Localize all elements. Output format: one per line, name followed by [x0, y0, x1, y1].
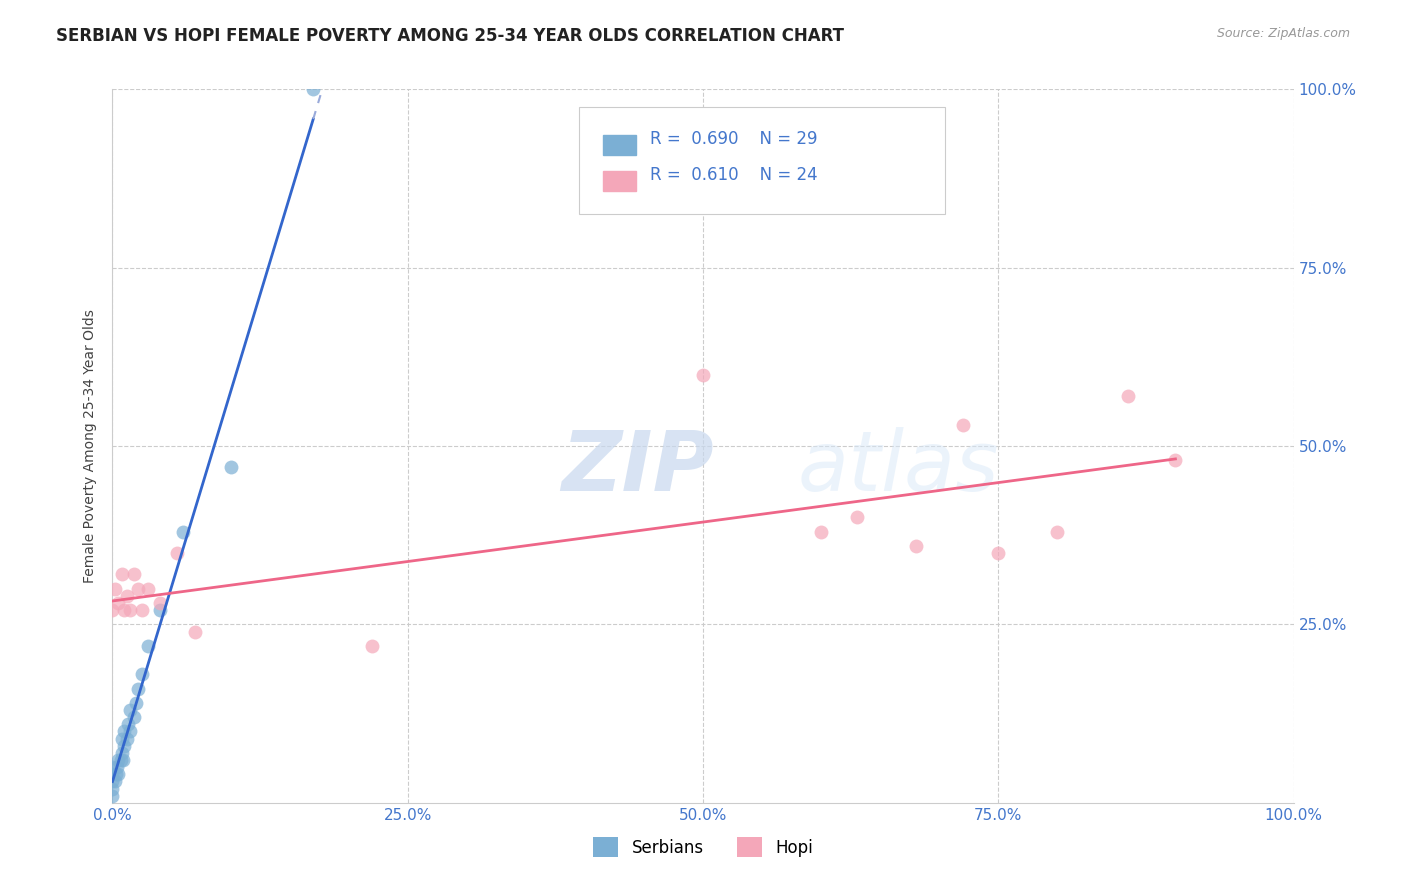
Point: [127, 582, 149, 596]
Point: [107, 767, 129, 781]
Point: [101, 789, 124, 803]
Text: Source: ZipAtlas.com: Source: ZipAtlas.com: [1216, 27, 1350, 40]
Point: [122, 567, 145, 582]
Point: [107, 753, 129, 767]
Point: [112, 753, 135, 767]
Text: ZIP: ZIP: [561, 427, 714, 508]
Point: [122, 710, 145, 724]
Point: [101, 760, 124, 774]
Point: [302, 82, 325, 96]
Point: [111, 746, 134, 760]
Point: [120, 724, 142, 739]
Point: [1116, 389, 1139, 403]
Point: [104, 774, 127, 789]
Point: [101, 603, 124, 617]
Y-axis label: Female Poverty Among 25-34 Year Olds: Female Poverty Among 25-34 Year Olds: [83, 309, 97, 583]
Point: [112, 603, 135, 617]
Point: [105, 767, 128, 781]
Text: atlas: atlas: [797, 427, 1000, 508]
Point: [1046, 524, 1069, 539]
Text: R =  0.690    N = 29: R = 0.690 N = 29: [650, 130, 817, 148]
Point: [845, 510, 868, 524]
Point: [149, 596, 172, 610]
Point: [115, 731, 138, 746]
Point: [219, 460, 242, 475]
Point: [184, 624, 207, 639]
Legend: Serbians, Hopi: Serbians, Hopi: [585, 829, 821, 866]
Point: [1164, 453, 1187, 467]
Point: [131, 667, 153, 681]
Point: [127, 681, 149, 696]
Point: [112, 739, 135, 753]
Point: [120, 703, 142, 717]
Point: [101, 781, 124, 796]
Point: [115, 589, 138, 603]
Point: [166, 546, 188, 560]
FancyBboxPatch shape: [579, 107, 945, 214]
Point: [104, 582, 127, 596]
Point: [692, 368, 714, 382]
Text: SERBIAN VS HOPI FEMALE POVERTY AMONG 25-34 YEAR OLDS CORRELATION CHART: SERBIAN VS HOPI FEMALE POVERTY AMONG 25-…: [56, 27, 844, 45]
Point: [120, 603, 142, 617]
Point: [111, 567, 134, 582]
Text: R =  0.610    N = 24: R = 0.610 N = 24: [650, 166, 817, 184]
Point: [172, 524, 194, 539]
Point: [117, 717, 139, 731]
Point: [101, 774, 124, 789]
Point: [125, 696, 148, 710]
Point: [810, 524, 832, 539]
Point: [361, 639, 384, 653]
Point: [952, 417, 974, 432]
Bar: [603, 135, 636, 155]
Point: [111, 731, 134, 746]
Point: [987, 546, 1010, 560]
Point: [107, 596, 129, 610]
Point: [101, 767, 124, 781]
Point: [105, 760, 128, 774]
Point: [136, 639, 159, 653]
Point: [110, 753, 132, 767]
Point: [136, 582, 159, 596]
Point: [904, 539, 927, 553]
Point: [112, 724, 135, 739]
Point: [149, 603, 172, 617]
Point: [131, 603, 153, 617]
Bar: [603, 170, 636, 191]
